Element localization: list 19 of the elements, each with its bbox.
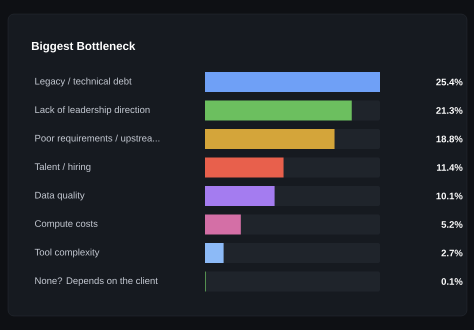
data-label: 18.8% (436, 136, 463, 142)
y-tick-label: None? Depends on the client (35, 277, 158, 286)
data-label: 10.1% (436, 192, 463, 200)
data-label: 5.2% (441, 221, 463, 228)
bar (205, 214, 241, 234)
bar (205, 243, 224, 263)
y-tick-label: Poor requirements / upstrea... (35, 134, 160, 144)
data-label: 21.3% (436, 107, 463, 114)
data-label: 25.4% (436, 78, 463, 86)
y-tick-label: Legacy / technical debt (35, 78, 132, 86)
text: Biggest Bottleneck (32, 42, 136, 52)
y-tick-label: Tool complexity (34, 248, 100, 258)
data-label: 0.1% (442, 278, 463, 285)
y-tick-label: Lack of leadership direction (35, 106, 150, 115)
y-tick-label: Talent / hiring (34, 163, 90, 172)
data-label: 2.7% (441, 250, 463, 256)
data-label: 11.4% (436, 164, 463, 171)
y-tick-label: Compute costs (35, 220, 98, 229)
y-tick-label: Data quality (35, 192, 85, 200)
